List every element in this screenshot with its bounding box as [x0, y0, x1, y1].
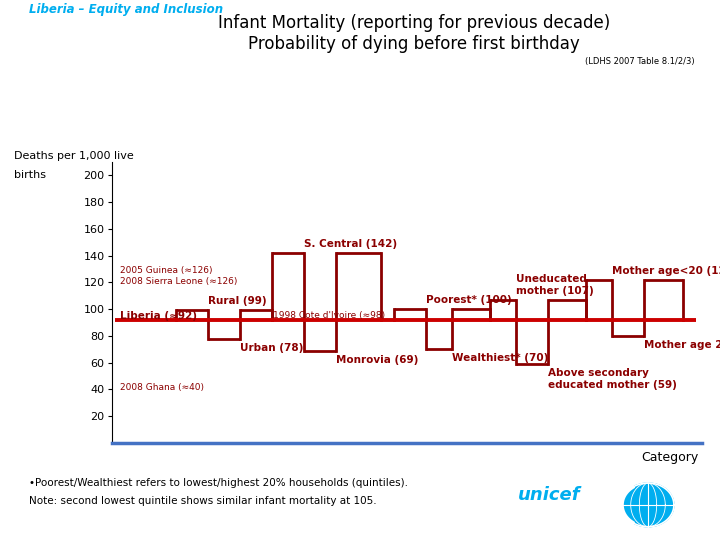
Text: S. Central (142): S. Central (142)	[304, 239, 397, 249]
Text: 2008 Sierra Leone (≈126): 2008 Sierra Leone (≈126)	[120, 276, 238, 286]
Text: 1998 Cote d'Ivoire (≈98): 1998 Cote d'Ivoire (≈98)	[274, 311, 385, 320]
Text: births: births	[14, 170, 46, 180]
Text: Wealthiest* (70): Wealthiest* (70)	[451, 353, 548, 363]
Text: (LDHS 2007 Table 8.1/2/3): (LDHS 2007 Table 8.1/2/3)	[585, 57, 695, 66]
Text: 2005 Guinea (≈126): 2005 Guinea (≈126)	[120, 266, 212, 275]
Text: Category: Category	[641, 451, 698, 464]
Text: Liberia (≈92): Liberia (≈92)	[120, 311, 197, 321]
Text: Poorest* (100): Poorest* (100)	[426, 295, 512, 305]
Text: Mother age 20-29 (80): Mother age 20-29 (80)	[644, 340, 720, 350]
Text: Probability of dying before first birthday: Probability of dying before first birthd…	[248, 35, 580, 53]
Circle shape	[622, 483, 674, 527]
Text: 2008 Ghana (≈40): 2008 Ghana (≈40)	[120, 383, 204, 393]
Text: Above secondary
educated mother (59): Above secondary educated mother (59)	[548, 368, 677, 389]
Text: Rural (99): Rural (99)	[208, 296, 266, 306]
Text: Infant Mortality (reporting for previous decade): Infant Mortality (reporting for previous…	[218, 14, 610, 31]
Text: Deaths per 1,000 live: Deaths per 1,000 live	[14, 151, 134, 161]
Text: Mother age<20 (122): Mother age<20 (122)	[612, 266, 720, 275]
Text: Urban (78): Urban (78)	[240, 342, 303, 353]
Text: Monrovia (69): Monrovia (69)	[336, 355, 418, 365]
Text: Uneducated
mother (107): Uneducated mother (107)	[516, 274, 594, 296]
Text: Liberia – Equity and Inclusion: Liberia – Equity and Inclusion	[29, 3, 223, 16]
Text: Note: second lowest quintile shows similar infant mortality at 105.: Note: second lowest quintile shows simil…	[29, 496, 377, 506]
Text: •Poorest/Wealthiest refers to lowest/highest 20% households (quintiles).: •Poorest/Wealthiest refers to lowest/hig…	[29, 478, 408, 488]
Text: unicef: unicef	[518, 486, 581, 504]
